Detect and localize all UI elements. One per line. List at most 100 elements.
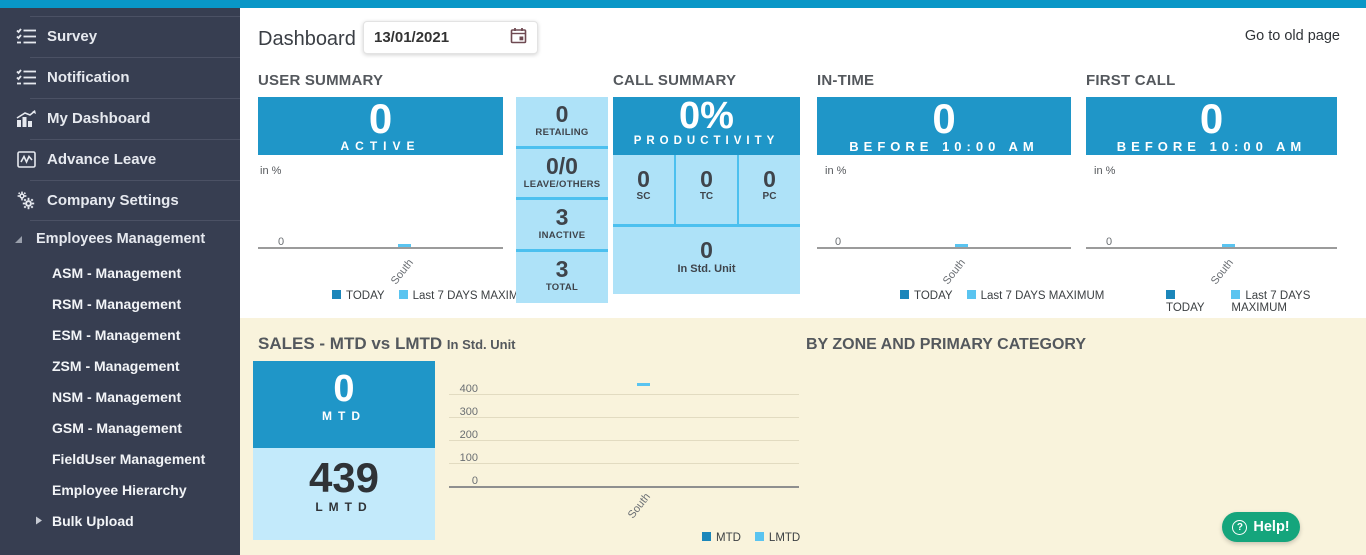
gridline [449, 463, 799, 464]
mtd-value: 0 [333, 368, 355, 410]
legend-today-label: TODAY [346, 290, 385, 302]
sidebar-subitem-fielduser-management[interactable]: FieldUser Management [0, 443, 240, 474]
sales-ytick-100: 100 [459, 452, 478, 464]
stat-label: RETAILING [535, 127, 589, 138]
stat-value: 3 [555, 204, 569, 230]
gridline [449, 440, 799, 441]
subitem-label: NSM - Management [52, 388, 182, 405]
sidebar-subitem-gsm-management[interactable]: GSM - Management [0, 412, 240, 443]
in-time-title: IN-TIME [817, 72, 875, 89]
sidebar-item-label: Advance Leave [47, 151, 157, 168]
sidebar: Survey Notification [0, 8, 240, 555]
top-accent-bar [0, 0, 1366, 8]
legend-last7: Last 7 DAYS MAXIMUM [966, 290, 1105, 302]
stat-value: 0 [555, 101, 569, 127]
user-summary-axis-unit: in % [260, 165, 282, 177]
user-summary-legend: TODAY Last 7 DAYS MAXIMUM [332, 290, 536, 302]
sales-xlabel: South [625, 490, 653, 522]
date-input[interactable] [374, 29, 494, 46]
user-summary-active-box: 0 ACTIVE [258, 97, 503, 155]
user-summary-title: USER SUMMARY [258, 72, 384, 89]
mtd-box: 0 MTD [253, 361, 435, 448]
zone-category-title: BY ZONE AND PRIMARY CATEGORY [806, 336, 1087, 353]
in-time-value: 0 [932, 95, 956, 142]
sidebar-item-label: Notification [47, 69, 130, 86]
legend-last7-label: Last 7 DAYS MAXIMUM [980, 290, 1105, 302]
legend-last7-label: Last 7 DAYS MAXIMUM [1231, 290, 1311, 314]
sidebar-item-notification[interactable]: Notification [0, 57, 240, 98]
first-call-value: 0 [1199, 95, 1224, 142]
date-picker[interactable] [363, 21, 538, 54]
sidebar-subitem-nsm-management[interactable]: NSM - Management [0, 381, 240, 412]
sales-title-text: SALES - MTD vs LMTD [258, 334, 443, 353]
first-call-title: FIRST CALL [1086, 72, 1176, 89]
in-time-xlabel: South [940, 256, 968, 288]
sidebar-subitem-rsm-management[interactable]: RSM - Management [0, 288, 240, 319]
sales-title: SALES - MTD vs LMTD In Std. Unit [258, 334, 516, 354]
legend-today: TODAY [332, 290, 385, 302]
sidebar-item-employees-management[interactable]: Employees Management [0, 221, 240, 257]
last7-marker [1231, 290, 1241, 299]
chart-icon [14, 109, 38, 129]
sidebar-item-my-dashboard[interactable]: My Dashboard [0, 98, 240, 139]
std-unit-label: In Std. Unit [677, 263, 736, 275]
legend-today-label: TODAY [1166, 302, 1205, 314]
sidebar-subitem-employee-hierarchy[interactable]: Employee Hierarchy [0, 474, 240, 505]
std-unit-value: 0 [700, 237, 713, 263]
metric-label: TC [699, 191, 714, 202]
first-call-label: BEFORE 10:00 AM [1116, 139, 1307, 154]
today-marker [900, 290, 909, 299]
sidebar-item-label: My Dashboard [47, 110, 151, 127]
user-summary-xlabel: South [388, 256, 416, 288]
call-std-unit-box: 0 In Std. Unit [613, 227, 800, 294]
mtd-marker [702, 532, 711, 541]
sales-subtitle: In Std. Unit [446, 337, 516, 352]
sidebar-subitem-asm-management[interactable]: ASM - Management [0, 257, 240, 288]
gridline [449, 394, 799, 395]
sidebar-item-survey[interactable]: Survey [0, 16, 240, 57]
user-summary-last7-bar [398, 244, 411, 247]
collapsed-triangle-icon [36, 516, 42, 525]
sidebar-item-label: Survey [47, 28, 98, 45]
first-call-xlabel: South [1208, 256, 1236, 288]
in-time-axis-line [817, 247, 1071, 249]
legend-today-label: TODAY [914, 290, 953, 302]
sales-ytick-200: 200 [459, 429, 478, 441]
question-mark-icon: ? [1232, 519, 1248, 535]
first-call-legend: TODAY Last 7 DAYS MAXIMUM [1166, 290, 1366, 314]
last7-marker [398, 290, 408, 299]
call-metrics-row: 0 SC 0 TC 0 PC [613, 155, 800, 227]
stat-label: LEAVE/OTHERS [523, 178, 601, 190]
first-call-ytick: 0 [1106, 236, 1113, 248]
metric-sc: 0 SC [613, 155, 674, 224]
stat-total: 3 TOTAL [516, 252, 608, 304]
metric-tc: 0 TC [674, 155, 737, 224]
page-title: Dashboard [258, 28, 356, 50]
sidebar-subitem-bulk-upload[interactable]: Bulk Upload [0, 505, 240, 536]
help-button[interactable]: ? Help! [1222, 512, 1300, 542]
in-time-ytick: 0 [835, 236, 842, 248]
legend-lmtd: LMTD [754, 532, 801, 544]
in-time-label: BEFORE 10:00 AM [849, 139, 1039, 154]
legend-lmtd-label: LMTD [768, 532, 801, 544]
sidebar-subitem-zsm-management[interactable]: ZSM - Management [0, 350, 240, 381]
lmtd-box: 439 LMTD [253, 448, 435, 540]
sidebar-item-label: Company Settings [47, 192, 179, 209]
sales-axis-line [449, 486, 799, 488]
in-time-axis-unit: in % [825, 165, 847, 177]
sales-legend: MTD LMTD [702, 532, 800, 544]
productivity-value: 0% [679, 95, 734, 137]
subitem-label: Employee Hierarchy [52, 481, 187, 498]
active-label: ACTIVE [340, 139, 421, 153]
sidebar-subitem-esm-management[interactable]: ESM - Management [0, 319, 240, 350]
go-to-old-page-link[interactable]: Go to old page [1244, 28, 1340, 44]
checklist-icon [14, 68, 38, 88]
sidebar-item-advance-leave[interactable]: Advance Leave [0, 139, 240, 180]
sidebar-item-company-settings[interactable]: Company Settings [0, 180, 240, 221]
metric-pc: 0 PC [737, 155, 800, 224]
lmtd-value: 439 [308, 454, 380, 501]
in-time-box: 0 BEFORE 10:00 AM [817, 97, 1071, 155]
calendar-icon[interactable] [510, 27, 527, 49]
in-time-legend: TODAY Last 7 DAYS MAXIMUM [900, 290, 1104, 302]
user-summary-ytick: 0 [278, 236, 285, 248]
